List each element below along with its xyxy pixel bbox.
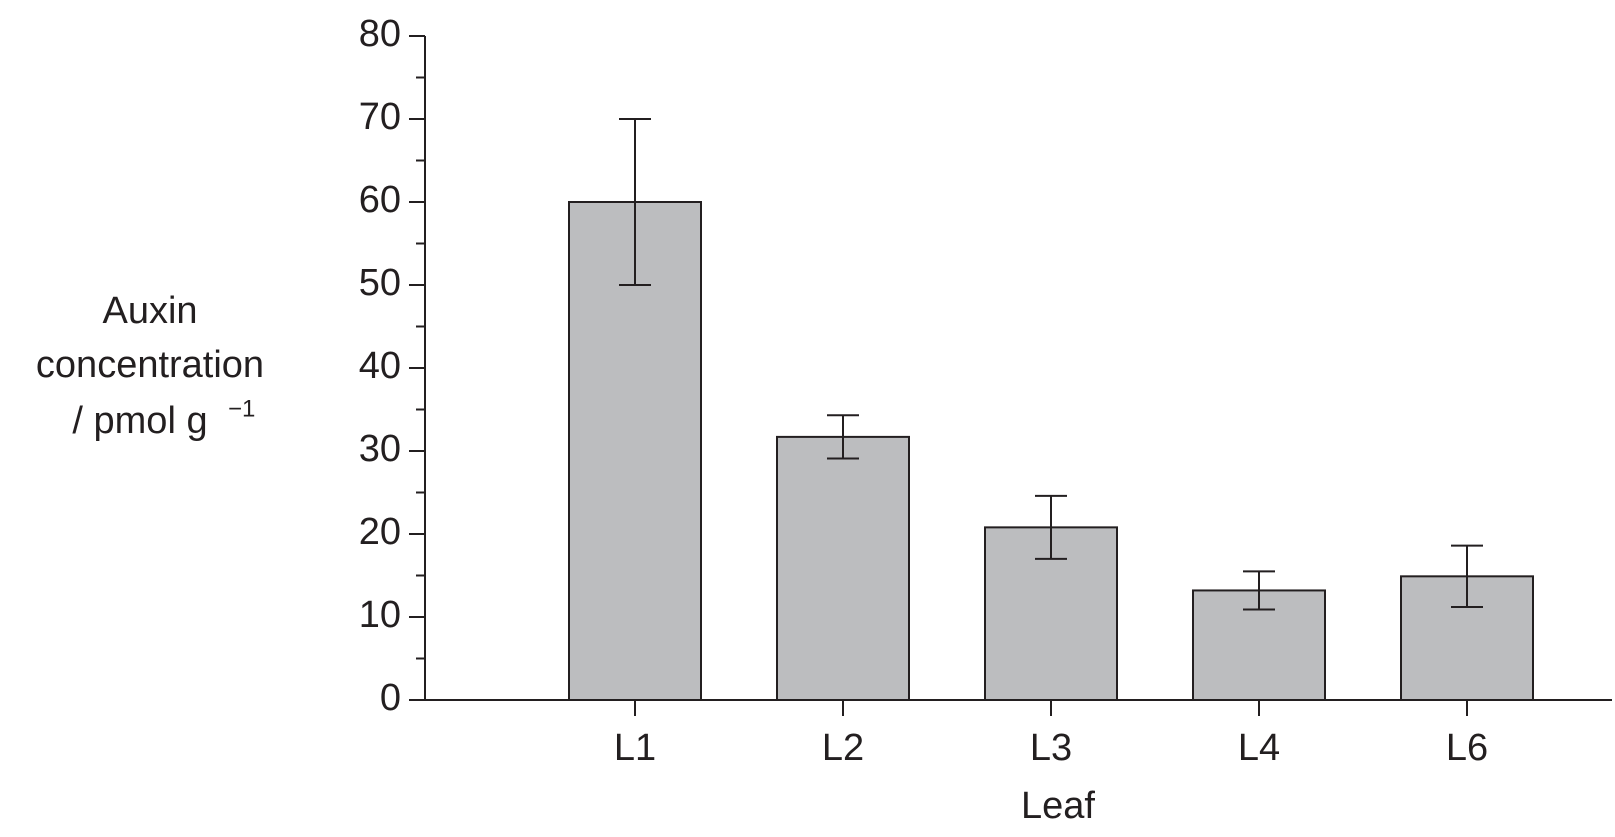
y-axis-label-superscript: −1 (228, 395, 255, 422)
y-axis-label: / pmol g (72, 400, 207, 442)
y-tick-label: 50 (359, 262, 401, 304)
x-tick-label: L2 (822, 727, 864, 769)
y-tick-label: 70 (359, 96, 401, 138)
x-tick-label: L1 (614, 727, 656, 769)
y-axis-label: Auxin (102, 290, 197, 332)
y-tick-label: 60 (359, 179, 401, 221)
y-axis-label: concentration (36, 344, 264, 386)
error-bar (827, 414, 859, 460)
y-tick-label: 0 (380, 677, 401, 719)
y-tick-label: 20 (359, 511, 401, 553)
y-tick-label: 40 (359, 345, 401, 387)
error-bar (1243, 570, 1275, 611)
x-axis-label: Leaf (1021, 785, 1095, 827)
bar (776, 435, 910, 701)
x-tick-label: L4 (1238, 727, 1280, 769)
error-bar (1035, 494, 1067, 560)
error-bar (1451, 544, 1483, 609)
y-tick-label: 80 (359, 13, 401, 55)
y-tick-label: 30 (359, 428, 401, 470)
x-tick-label: L3 (1030, 727, 1072, 769)
y-tick-label: 10 (359, 594, 401, 636)
x-tick-label: L6 (1446, 727, 1488, 769)
error-bar (619, 118, 651, 286)
